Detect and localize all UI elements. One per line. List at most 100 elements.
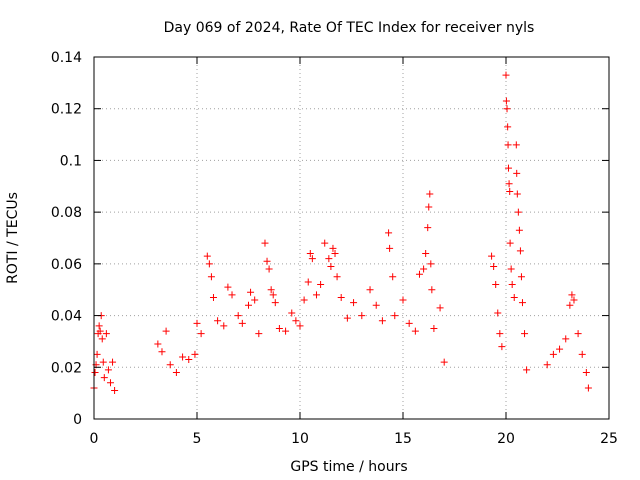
data-point <box>350 299 358 307</box>
data-point <box>496 330 504 338</box>
data-point <box>172 368 180 376</box>
y-tick-label: 0 <box>73 412 82 428</box>
x-tick-label: 0 <box>90 431 99 447</box>
data-point <box>503 105 511 113</box>
data-point <box>207 273 215 281</box>
data-point <box>405 319 413 327</box>
data-point <box>372 301 380 309</box>
data-point <box>508 281 516 289</box>
data-point <box>399 296 407 304</box>
data-point <box>224 283 232 291</box>
data-point <box>504 164 512 172</box>
data-point <box>104 366 112 374</box>
data-point <box>228 291 236 299</box>
data-point <box>234 312 242 320</box>
data-point <box>247 288 255 296</box>
data-point <box>263 257 271 265</box>
data-point <box>562 335 570 343</box>
data-point <box>578 350 586 358</box>
data-point <box>504 123 512 131</box>
data-point <box>582 368 590 376</box>
data-point <box>430 325 438 332</box>
data-point <box>296 322 304 330</box>
data-point <box>366 286 374 294</box>
data-point <box>492 281 500 289</box>
data-point <box>420 265 428 273</box>
data-point <box>265 265 273 273</box>
y-tick-label: 0.14 <box>51 50 82 66</box>
data-point <box>102 330 110 338</box>
data-point <box>506 187 514 195</box>
data-point <box>251 296 259 304</box>
data-point <box>109 358 117 366</box>
data-point <box>96 327 104 335</box>
x-tick-label: 25 <box>600 431 618 447</box>
data-point <box>426 190 434 198</box>
x-tick-label: 10 <box>291 431 309 447</box>
data-point <box>556 345 564 353</box>
data-point <box>566 301 574 309</box>
data-point <box>422 250 430 258</box>
data-point <box>505 180 513 188</box>
data-point <box>504 141 512 149</box>
data-point <box>506 239 514 247</box>
x-tick-label: 5 <box>193 431 202 447</box>
data-point <box>214 317 222 325</box>
data-point <box>549 350 557 358</box>
data-point <box>490 262 498 270</box>
data-point <box>205 260 213 268</box>
data-point <box>267 286 275 294</box>
y-tick-label: 0.04 <box>51 309 82 325</box>
data-point <box>288 309 296 317</box>
data-point <box>98 335 106 343</box>
data-point <box>179 353 187 361</box>
data-point <box>440 358 448 366</box>
data-point <box>502 97 510 105</box>
data-point <box>255 330 263 338</box>
data-point <box>185 356 193 364</box>
data-point <box>510 293 518 301</box>
y-tick-label: 0.08 <box>51 205 82 221</box>
data-point <box>518 299 526 307</box>
data-point <box>512 141 520 149</box>
data-point <box>415 270 423 278</box>
data-point <box>502 71 510 79</box>
data-point <box>436 304 444 312</box>
data-point <box>515 226 523 234</box>
data-point <box>391 312 399 320</box>
plot-frame <box>93 56 610 420</box>
y-tick-label: 0.02 <box>51 360 82 376</box>
data-point <box>331 250 339 258</box>
data-point <box>300 296 308 304</box>
x-tick-label: 15 <box>394 431 412 447</box>
data-point <box>378 317 386 325</box>
data-point <box>333 273 341 281</box>
data-point <box>327 262 335 270</box>
data-point <box>428 286 436 294</box>
data-point <box>93 350 101 358</box>
data-point <box>317 281 325 289</box>
data-point <box>99 358 107 366</box>
y-tick-label: 0.1 <box>60 153 82 169</box>
data-point <box>325 255 333 263</box>
data-point <box>209 293 217 301</box>
data-point <box>427 260 435 268</box>
data-point <box>584 384 592 392</box>
data-point <box>245 301 252 309</box>
grid-lines <box>94 57 609 419</box>
y-axis-label: ROTI / TECUs <box>5 192 21 284</box>
x-tick-label: 20 <box>497 431 515 447</box>
data-point <box>386 244 394 252</box>
data-point <box>574 330 582 338</box>
data-point <box>389 273 397 281</box>
data-point <box>521 330 529 338</box>
data-point <box>203 252 211 260</box>
data-point <box>166 361 174 369</box>
data-point <box>95 322 103 330</box>
data-point <box>292 317 300 325</box>
data-point <box>191 350 199 358</box>
data-point <box>513 169 521 177</box>
data-point <box>261 239 269 247</box>
data-point <box>162 327 170 335</box>
